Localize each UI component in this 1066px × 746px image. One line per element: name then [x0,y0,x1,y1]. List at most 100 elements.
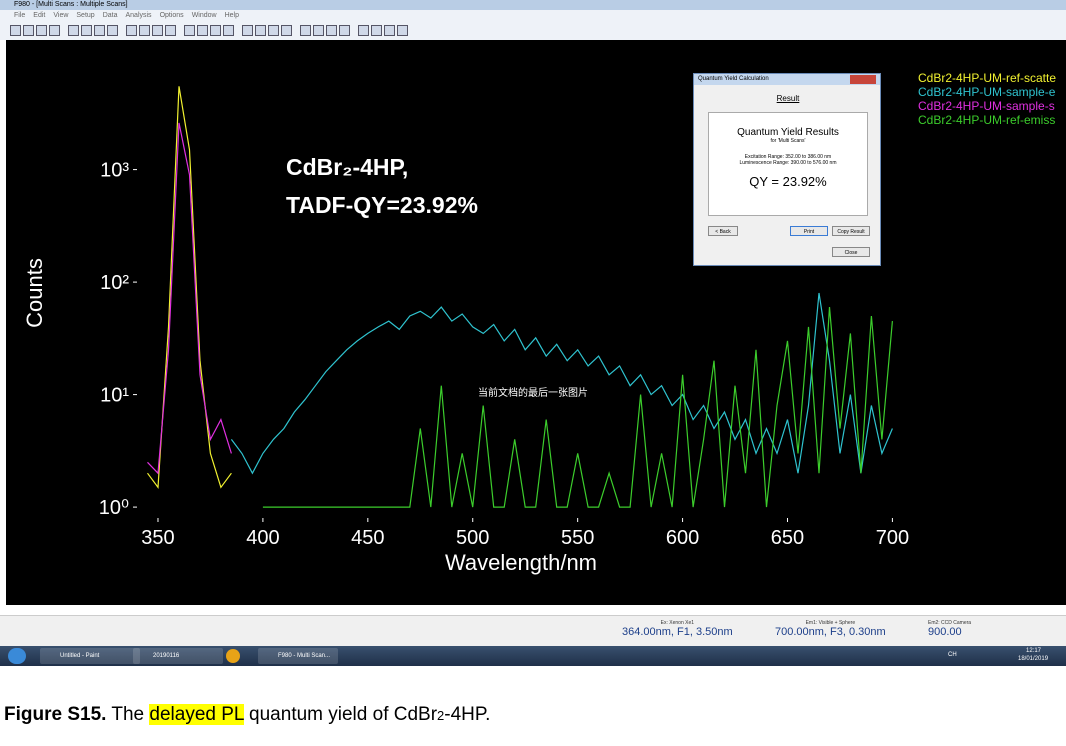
legend-entry: CdBr2-4HP-UM-ref-emiss [918,113,1055,127]
toolbar [0,21,1066,40]
browser-icon[interactable] [226,649,240,663]
status-em2: Em2: CCD Camera 900.00 [928,620,971,638]
x-tick-label: 350 [141,527,174,549]
menu-item[interactable]: Help [224,12,239,19]
dialog-panel: Quantum Yield Results for 'Multi Scans' … [708,112,868,216]
qy-result: QY = 23.92% [749,174,827,189]
annotation: CdBr₂-4HP, [286,154,408,180]
print-button[interactable]: Print [790,226,828,236]
toolbar-button[interactable] [223,25,234,36]
status-title: Ex: Xenon Xe1 [660,620,695,626]
menu-item[interactable]: View [53,12,69,19]
toolbar-button[interactable] [107,25,118,36]
menu-item[interactable]: Analysis [125,12,152,19]
legend-entry: CdBr2-4HP-UM-ref-scatte [918,71,1056,85]
clock-time: 12:17 [1026,648,1042,654]
toolbar-button[interactable] [139,25,150,36]
watermark: 当前文档的最后一张图片 [478,386,588,399]
caption-sub: 2 [437,708,445,723]
x-tick-label: 600 [666,527,699,549]
toolbar-button[interactable] [397,25,408,36]
toolbar-button[interactable] [68,25,79,36]
toolbar-button[interactable] [10,25,21,36]
toolbar-button[interactable] [23,25,34,36]
series-line [230,292,893,475]
plot-area: 10⁰ 10¹ 10² 10³ 350 400 450 500 550 600 650 700 Wave… [6,40,1066,605]
y-axis-label: Counts [22,258,47,328]
language: CH [948,652,957,658]
task-item[interactable]: F980 - Multi Scan... [258,648,338,664]
x-tick-label: 400 [246,527,279,549]
clock-date: 18/01/2019 [1018,656,1049,662]
toolbar-button[interactable] [339,25,350,36]
toolbar-button[interactable] [326,25,337,36]
toolbar-button[interactable] [313,25,324,36]
toolbar-button[interactable] [49,25,60,36]
toolbar-button[interactable] [197,25,208,36]
toolbar-button[interactable] [36,25,47,36]
menu-item[interactable]: Window [191,12,217,19]
caption-label: Figure S15. [4,704,107,725]
toolbar-button[interactable] [81,25,92,36]
x-tick-label: 650 [771,527,804,549]
annotation: TADF-QY=23.92% [286,192,478,218]
legend-entry: CdBr2-4HP-UM-sample-s [918,99,1055,113]
toolbar-button[interactable] [255,25,266,36]
menu-bar: File Edit View Setup Data Analysis Options Wind… [0,10,1066,21]
x-tick-label: 550 [561,527,594,549]
dialog-tab[interactable]: Result [776,94,800,103]
excitation-range: Excitation Range: 352.00 to 386.00 nm [744,154,832,160]
y-tick-label: 10² [100,272,129,294]
status-value: 900.00 [928,626,962,638]
menu-item[interactable]: Options [159,12,184,19]
status-title: Em2: CCD Camera [928,620,972,626]
menu-item[interactable]: Data [102,12,118,19]
toolbar-button[interactable] [242,25,253,36]
caption-text: quantum yield of CdBr [249,704,438,725]
caption-text: -4HP. [444,704,491,725]
toolbar-button[interactable] [281,25,292,36]
figure-caption: Figure S15. The delayed PL quantum yield… [4,704,490,726]
status-em1: Em1: Visible + Sphere 700.00nm, F3, 0.30n… [775,620,886,638]
start-button[interactable] [8,648,26,664]
task-item[interactable]: Untitled - Paint [40,648,140,664]
toolbar-button[interactable] [384,25,395,36]
qy-dialog: Quantum Yield Calculation Result Quantum… [693,73,881,266]
toolbar-button[interactable] [358,25,369,36]
toolbar-button[interactable] [152,25,163,36]
status-value: 700.00nm, F3, 0.30nm [775,626,886,638]
luminescence-range: Luminescence Range: 390.00 to 576.00 nm [739,160,837,166]
toolbar-button[interactable] [210,25,221,36]
series-line [147,86,232,489]
chart: 10⁰ 10¹ 10² 10³ 350 400 450 500 550 600 650 700 Wave… [22,71,1056,575]
menu-item[interactable]: Setup [76,12,95,19]
menu-item[interactable]: Edit [33,12,46,19]
window-title: F980 - [Multi Scans : Multiple Scans] [0,0,1066,10]
series-line [147,122,232,475]
task-item[interactable]: 20190116 [133,648,223,664]
toolbar-button[interactable] [300,25,311,36]
dialog-heading: Quantum Yield Results [737,127,839,138]
toolbar-button[interactable] [126,25,137,36]
x-tick-label: 500 [456,527,489,549]
close-button[interactable]: Close [832,247,870,257]
x-axis-label: Wavelength/nm [445,550,597,575]
back-button[interactable]: < Back [708,226,738,236]
dialog-close-x[interactable] [850,75,876,84]
caption-text: The [111,704,145,725]
toolbar-button[interactable] [184,25,195,36]
status-value: 364.00nm, F1, 3.50nm [622,626,733,638]
toolbar-button[interactable] [94,25,105,36]
y-tick-label: 10³ [100,160,129,182]
menu-item[interactable]: File [14,12,26,19]
y-tick-label: 10⁰ [99,497,129,519]
x-tick-label: 700 [876,527,909,549]
toolbar-button[interactable] [165,25,176,36]
toolbar-button[interactable] [268,25,279,36]
y-tick-label: 10¹ [100,385,129,407]
toolbar-button[interactable] [371,25,382,36]
dialog-subheading: for 'Multi Scans' [770,138,806,144]
copy-button[interactable]: Copy Result [832,226,870,236]
status-bar: Ex: Xenon Xe1 364.00nm, F1, 3.50nm Em1: V… [0,615,1066,647]
